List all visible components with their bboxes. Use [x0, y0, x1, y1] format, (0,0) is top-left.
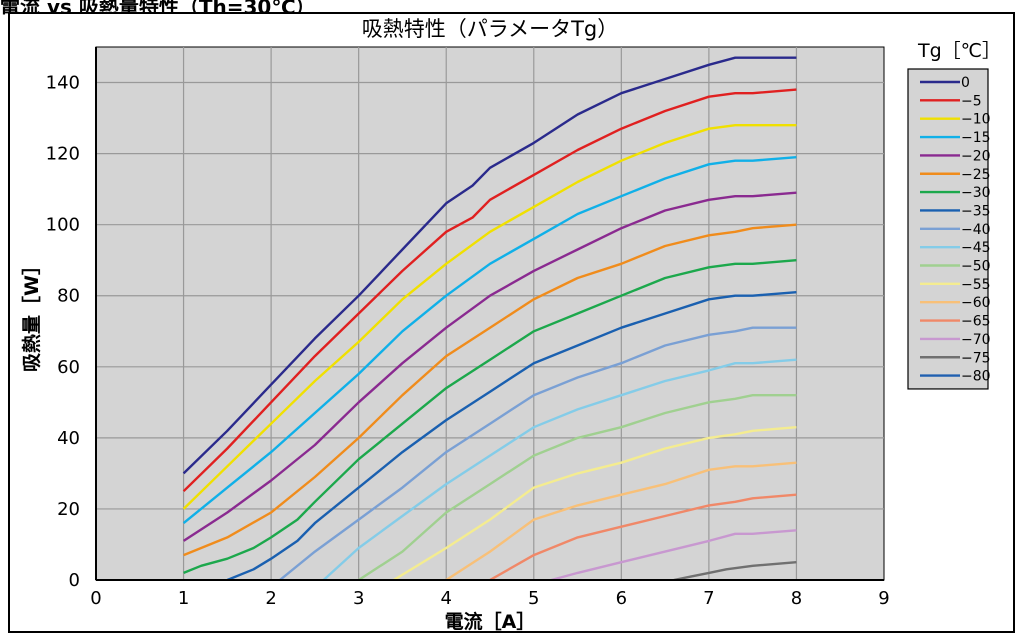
x-tick-label: 1	[178, 588, 189, 609]
series-line	[182, 156, 797, 525]
series-line	[182, 191, 797, 542]
legend-label: −15	[961, 130, 991, 146]
series-line	[226, 291, 797, 580]
legend-label: −65	[961, 314, 991, 330]
series-line	[279, 326, 797, 580]
x-tick-label: 3	[353, 588, 364, 609]
y-tick-label: 100	[46, 215, 80, 236]
legend-label: 0	[961, 75, 970, 91]
series-line	[673, 561, 797, 580]
legend-label: −75	[961, 350, 991, 366]
y-tick-label: 60	[57, 357, 80, 378]
y-tick-label: 0	[69, 570, 80, 591]
legend-label: −20	[961, 148, 991, 164]
legend-label: −35	[961, 203, 991, 219]
x-axis-label: 電流［A］	[445, 610, 536, 633]
legend-label: −45	[961, 240, 991, 256]
legend-label: −25	[961, 167, 991, 183]
legend-label: −70	[961, 332, 991, 348]
chart-title: 吸熱特性（パラメータTg）	[362, 17, 619, 41]
series-line	[182, 56, 797, 475]
series-line	[183, 259, 797, 575]
series-line	[489, 493, 797, 580]
series-line	[445, 461, 797, 580]
x-tick-label: 8	[791, 588, 802, 609]
x-tick-label: 9	[878, 588, 889, 609]
series-line	[182, 124, 797, 510]
legend-label: −60	[961, 295, 991, 311]
series-line	[550, 529, 797, 580]
y-axis-label: 吸熱量［W］	[20, 256, 43, 372]
y-tick-label: 80	[57, 286, 80, 307]
legend-label: −10	[961, 112, 991, 128]
legend-label: −80	[961, 369, 991, 385]
legend-label: −50	[961, 259, 991, 275]
x-tick-label: 0	[90, 588, 101, 609]
y-tick-label: 140	[46, 73, 80, 94]
y-tick-label: 40	[57, 428, 80, 449]
y-tick-label: 20	[57, 499, 80, 520]
x-tick-label: 7	[703, 588, 714, 609]
legend-title: Tg［℃］	[918, 40, 1002, 62]
legend-label: −55	[961, 277, 991, 293]
x-tick-label: 4	[440, 588, 451, 609]
x-tick-label: 6	[616, 588, 627, 609]
y-tick-label: 120	[46, 144, 80, 165]
legend-label: −30	[961, 185, 991, 201]
legend-label: −40	[961, 222, 991, 238]
x-tick-label: 5	[528, 588, 539, 609]
series-group	[182, 56, 797, 580]
series-line	[322, 358, 797, 580]
series-line	[182, 88, 797, 493]
legend-label: −5	[961, 93, 982, 109]
x-tick-label: 2	[265, 588, 276, 609]
series-line	[393, 426, 797, 580]
plot-area	[95, 46, 885, 581]
series-line	[358, 394, 797, 580]
series-line	[183, 223, 797, 557]
